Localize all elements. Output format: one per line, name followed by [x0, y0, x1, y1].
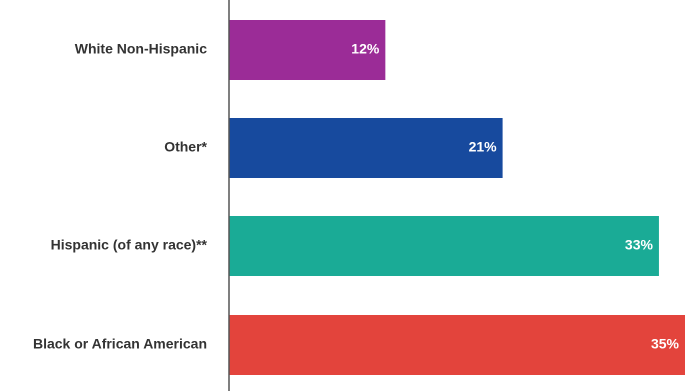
value-label-1: 12%: [351, 41, 380, 57]
bar-4: [229, 315, 685, 375]
value-label-4: 35%: [651, 336, 680, 352]
category-label-2: Other*: [164, 139, 207, 155]
bar-2: [229, 118, 503, 178]
category-label-3: Hispanic (of any race)**: [51, 237, 208, 253]
value-label-3: 33%: [625, 237, 654, 253]
category-label-1: White Non-Hispanic: [75, 41, 207, 57]
bars-layer: White Non-Hispanic 12% Other* 21% Hispanic (…: [33, 20, 685, 375]
bar-3: [229, 216, 659, 276]
category-label-4: Black or African American: [33, 336, 207, 352]
bar-1: [229, 20, 386, 80]
value-label-2: 21%: [469, 139, 498, 155]
